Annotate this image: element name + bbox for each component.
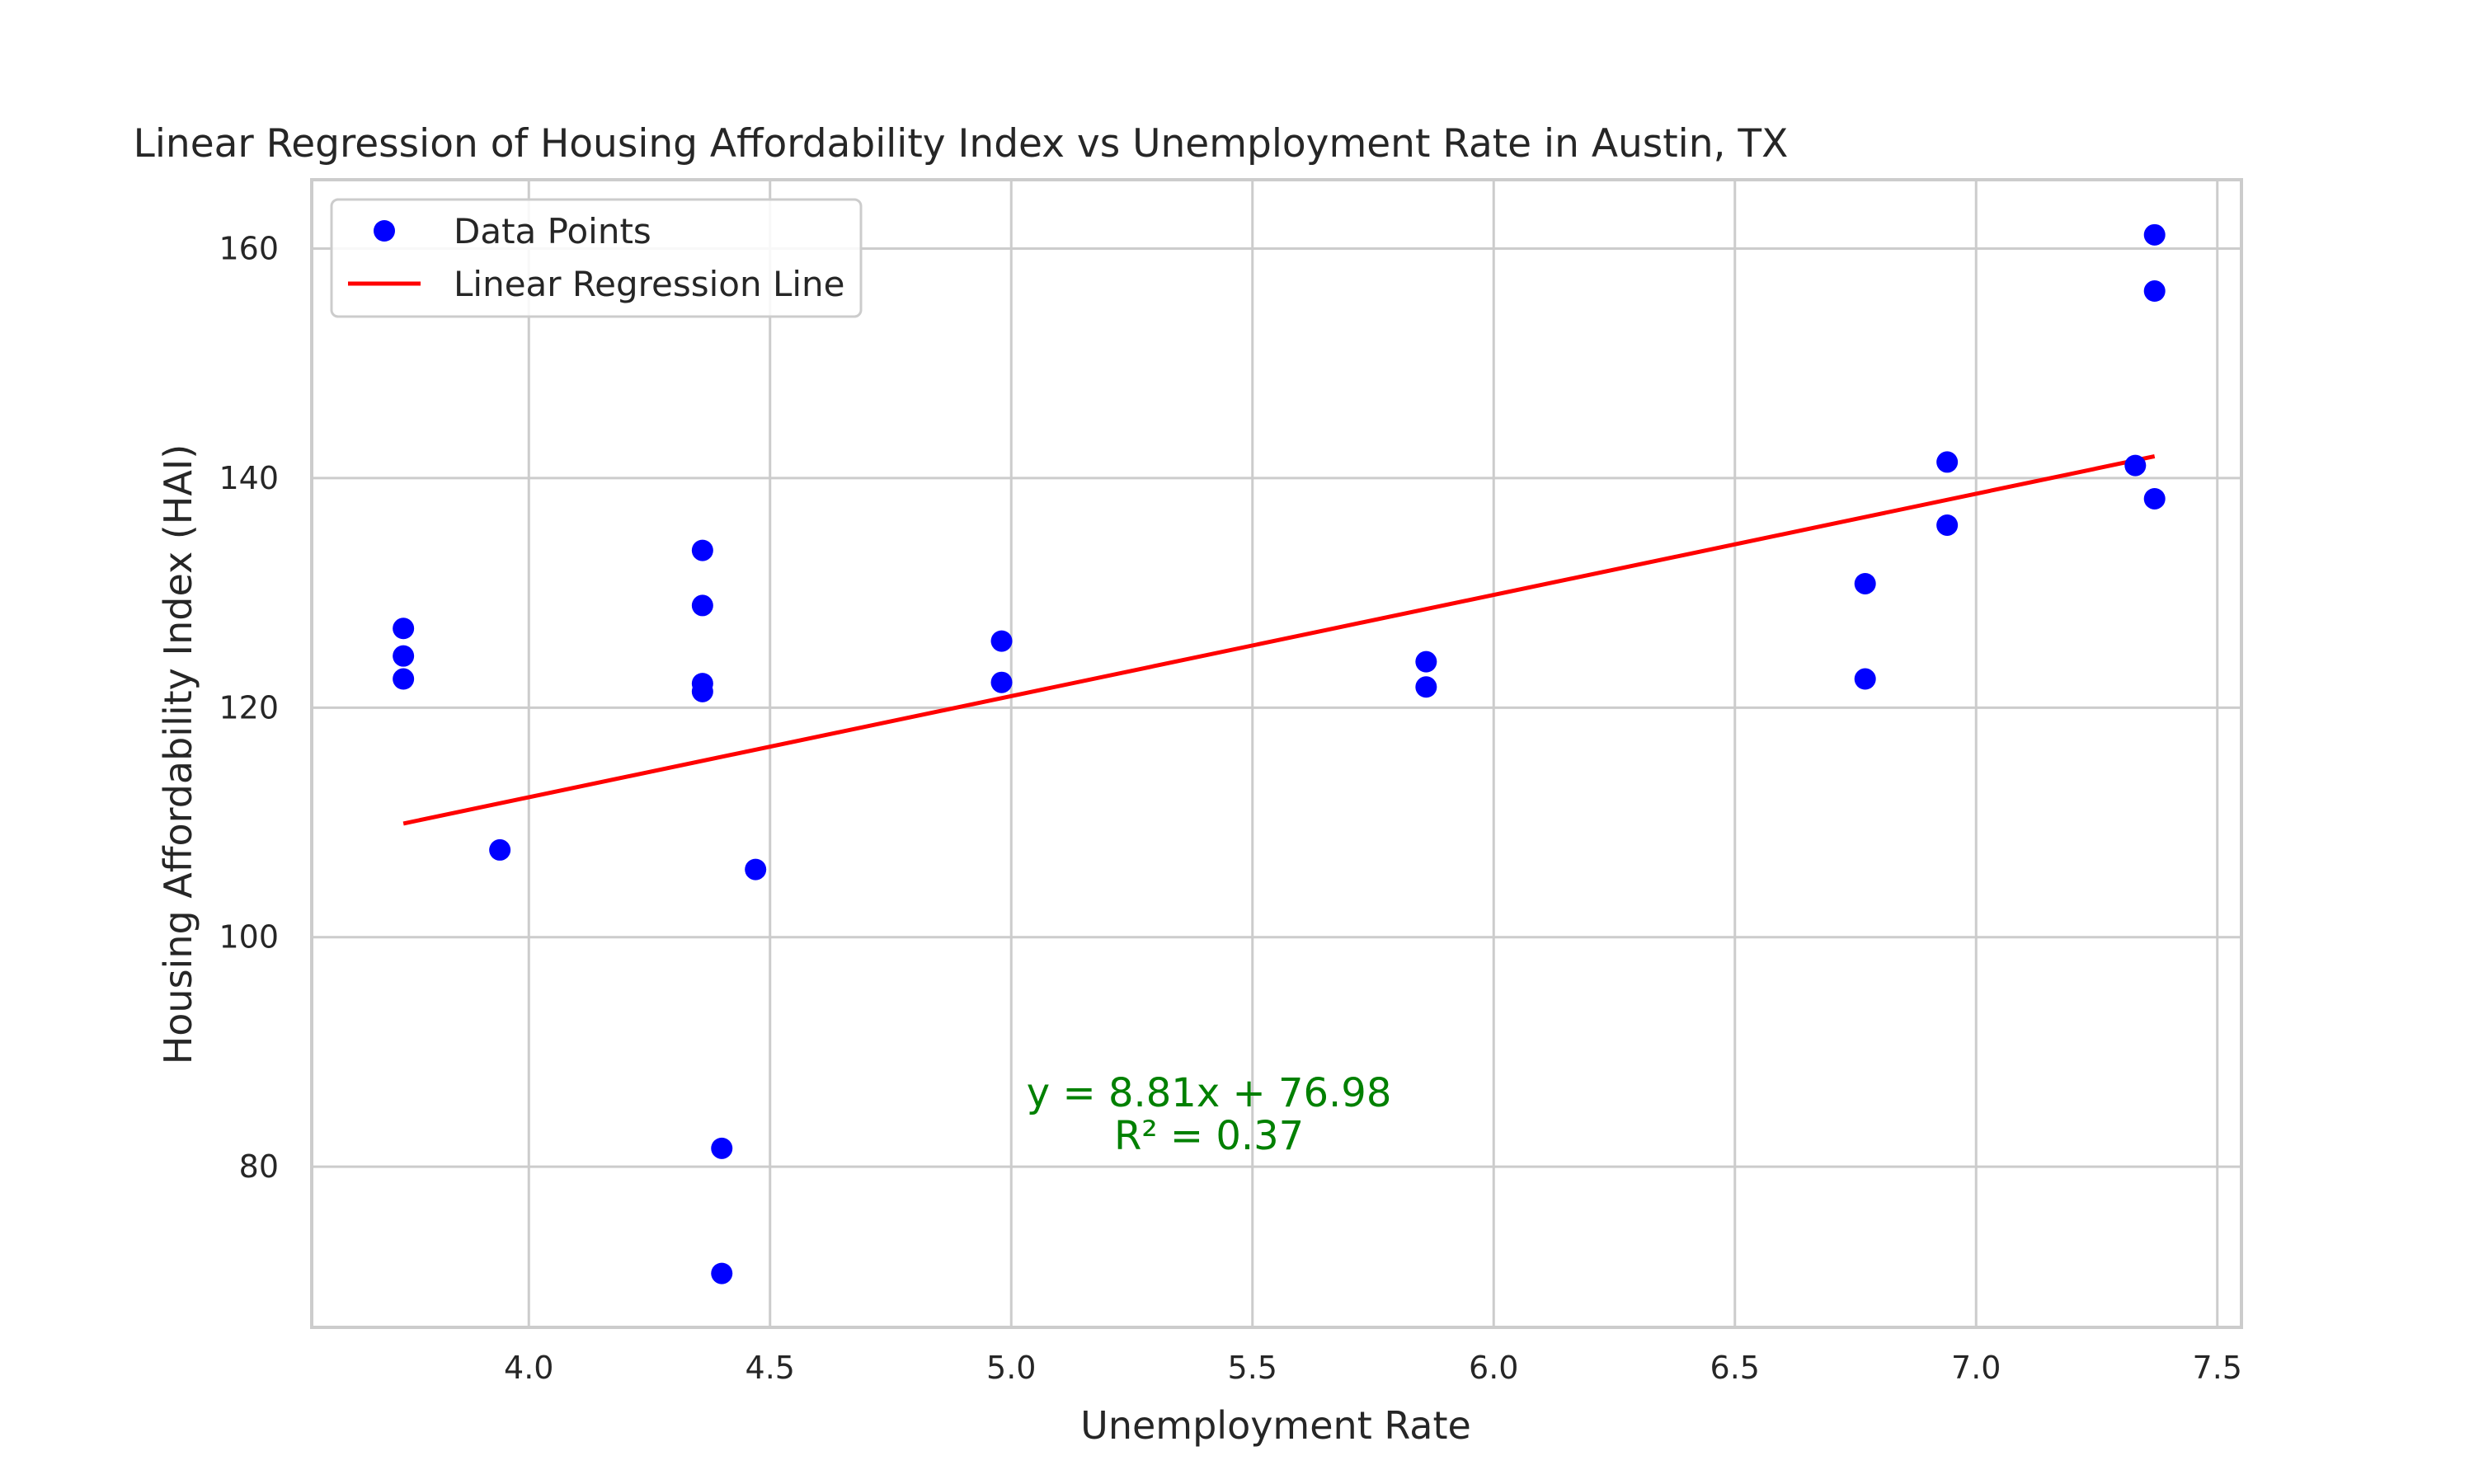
data-point <box>1936 451 1959 473</box>
data-point <box>691 594 713 617</box>
x-tick-label: 6.0 <box>1469 1350 1518 1386</box>
data-point <box>1936 514 1959 536</box>
x-tick-label: 7.0 <box>1951 1350 2001 1386</box>
data-point <box>691 680 713 702</box>
data-point <box>711 1262 733 1284</box>
legend-label: Data Points <box>454 211 651 251</box>
data-point <box>393 618 415 640</box>
data-point <box>1415 676 1437 698</box>
data-point <box>1854 668 1876 690</box>
plot-frame <box>310 178 2243 1329</box>
data-point <box>2143 280 2166 303</box>
legend: Data Points Linear Regression Line <box>330 198 863 318</box>
regression-equation-line: y = 8.81x + 76.98 <box>1027 1070 1392 1116</box>
y-axis-title: Housing Affordability Index (HAI) <box>156 444 200 1065</box>
data-point <box>691 539 713 561</box>
data-point <box>745 858 767 881</box>
legend-label: Linear Regression Line <box>454 264 845 304</box>
y-tick-label: 100 <box>219 919 279 956</box>
x-axis-title: Unemployment Rate <box>1080 1403 1471 1448</box>
chart-title: Linear Regression of Housing Affordabili… <box>134 121 1789 167</box>
y-tick-label: 80 <box>239 1148 279 1185</box>
data-point <box>2143 487 2166 510</box>
data-point <box>990 671 1013 693</box>
data-point <box>711 1137 733 1159</box>
regression-line <box>402 454 2156 826</box>
data-point <box>2124 454 2147 477</box>
x-tick-label: 7.5 <box>2193 1350 2242 1386</box>
regression-equation-line: R² = 0.37 <box>1114 1113 1304 1159</box>
data-point <box>489 838 511 861</box>
data-point <box>1854 572 1876 594</box>
x-tick-label: 4.5 <box>745 1350 795 1386</box>
x-tick-label: 5.0 <box>986 1350 1036 1386</box>
legend-box <box>330 198 863 318</box>
x-tick-label: 6.5 <box>1710 1350 1760 1386</box>
legend-marker-scatter <box>374 220 395 242</box>
y-tick-label: 140 <box>219 460 279 496</box>
data-point <box>990 630 1013 652</box>
x-tick-label: 4.0 <box>504 1350 553 1386</box>
x-tick-label: 5.5 <box>1228 1350 1277 1386</box>
y-tick-label: 120 <box>219 689 279 726</box>
data-point <box>393 668 415 690</box>
y-tick-label: 160 <box>219 231 279 267</box>
data-point <box>2143 223 2166 246</box>
data-point <box>1415 650 1437 673</box>
data-point <box>393 645 415 667</box>
plot-area: 4.0 4.5 5.0 5.5 6.0 6.5 7.0 7.5 80 100 120 140 160 y … <box>219 178 2243 1386</box>
